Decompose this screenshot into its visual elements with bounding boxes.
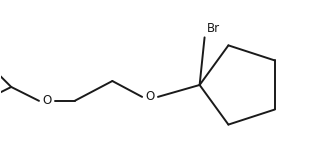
Text: O: O bbox=[42, 94, 52, 107]
Text: O: O bbox=[146, 90, 155, 103]
Text: Br: Br bbox=[206, 22, 220, 35]
